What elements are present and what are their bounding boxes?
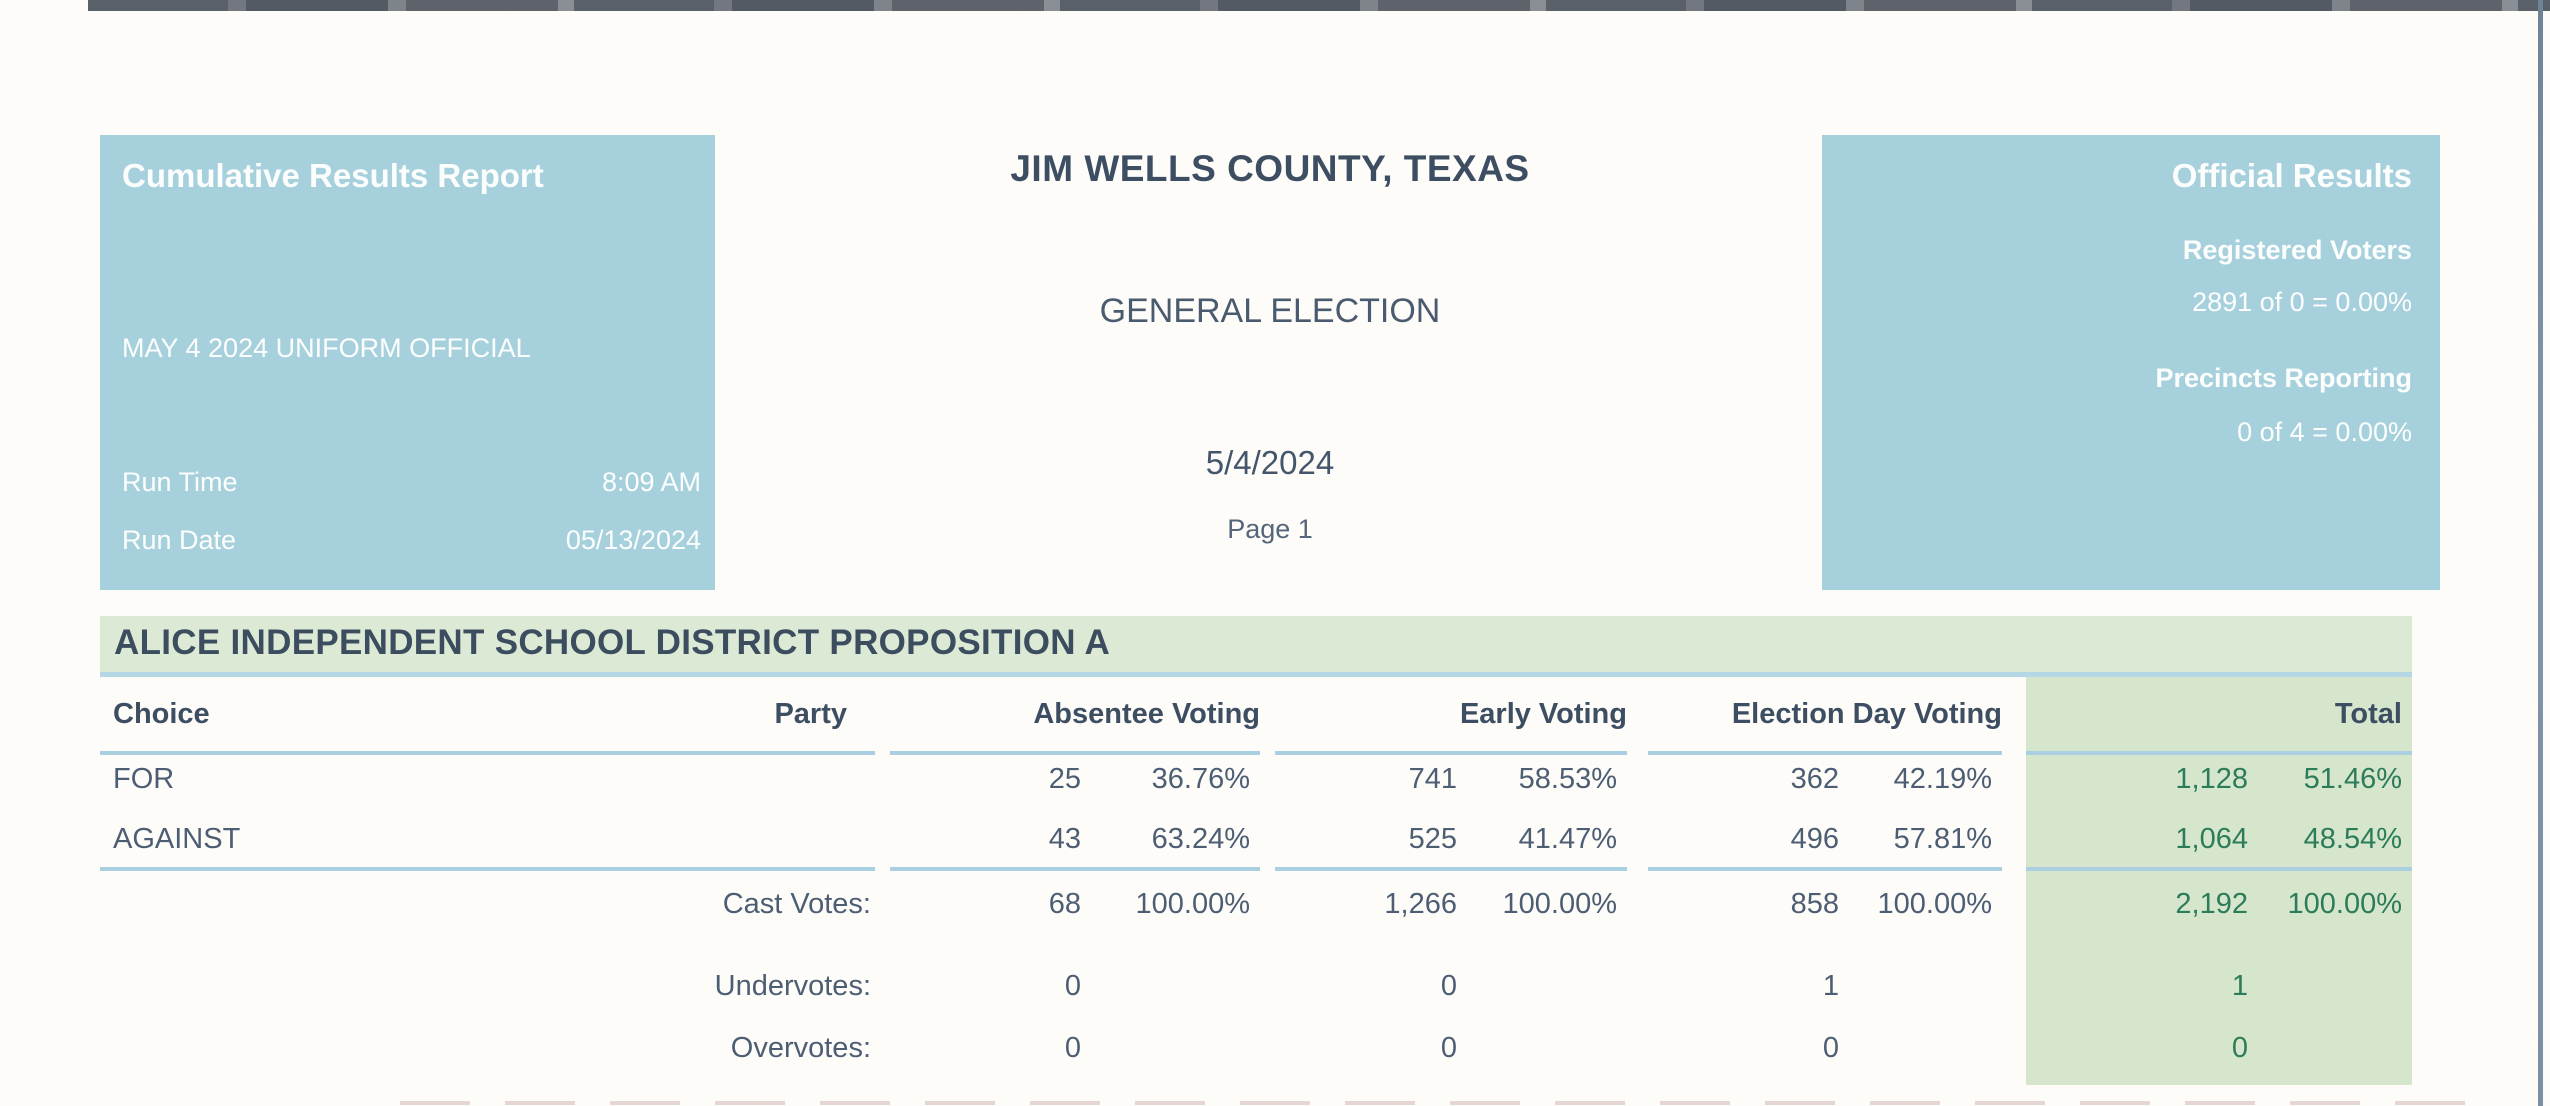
against-absentee-pct: 63.24% (1083, 812, 1260, 871)
table-row-cast-votes: Cast Votes: 68 100.00% 1,266 100.00% 858… (100, 871, 2412, 937)
undervotes-total: 1 (2231, 970, 2248, 1002)
official-results-panel: Official Results Registered Voters 2891 … (1822, 135, 2440, 590)
choice-name: AGAINST (100, 812, 875, 871)
cast-total-votes: 2,192 (2175, 888, 2248, 920)
cast-votes-label: Cast Votes: (722, 888, 871, 920)
scan-artifact-bottom-edge (400, 1101, 2500, 1105)
contest-title-banner: ALICE INDEPENDENT SCHOOL DISTRICT PROPOS… (100, 616, 2412, 677)
header-election-day-voting: Election Day Voting (1648, 677, 2002, 755)
undervotes-absentee: 0 (1064, 970, 1081, 1002)
against-absentee-votes: 43 (890, 812, 1083, 871)
run-time-row: Run Time 8:09 AM (122, 467, 701, 498)
cast-total-pct: 100.00% (2287, 888, 2403, 920)
contest-title: ALICE INDEPENDENT SCHOOL DISTRICT PROPOS… (114, 623, 1111, 662)
overvotes-early: 0 (1440, 1032, 1457, 1064)
for-early-votes: 741 (1408, 763, 1457, 795)
for-absentee-pct: 36.76% (1151, 763, 1250, 795)
cast-absentee-pct: 100.00% (1135, 888, 1251, 920)
against-total-votes: 1,064 (2026, 812, 2250, 871)
undervotes-label: Undervotes: (714, 970, 871, 1002)
table-row-undervotes: Undervotes: 0 0 1 1 (100, 953, 2412, 1019)
header-choice-party: Choice Party (100, 677, 875, 755)
county-title: JIM WELLS COUNTY, TEXAS (1010, 148, 1530, 189)
report-title: Cumulative Results Report (122, 157, 544, 194)
official-results-title: Official Results (2171, 157, 2412, 194)
results-table: Choice Party Absentee Voting Early Votin… (100, 677, 2412, 1081)
cast-election-day-votes: 858 (1790, 888, 1839, 920)
run-time-value: 8:09 AM (601, 467, 701, 497)
cast-early-pct: 100.00% (1502, 888, 1618, 920)
for-election-day-votes: 362 (1790, 763, 1839, 795)
overvotes-label: Overvotes: (730, 1032, 871, 1064)
registered-voters-value: 2891 of 0 = 0.00% (2192, 287, 2412, 317)
page-number: Page 1 (1227, 514, 1313, 544)
run-date-label: Run Date (122, 525, 237, 555)
choice-name: FOR (113, 763, 175, 795)
scan-artifact-top-edge (88, 0, 2550, 11)
precincts-reporting-value: 0 of 4 = 0.00% (2237, 417, 2412, 447)
overvotes-election-day: 0 (1822, 1032, 1839, 1064)
against-election-day-pct: 57.81% (1841, 812, 2002, 871)
precincts-reporting-label: Precincts Reporting (2155, 363, 2412, 393)
against-total-pct: 48.54% (2250, 812, 2412, 871)
against-early-pct: 41.47% (1459, 812, 1627, 871)
table-row-overvotes: Overvotes: 0 0 0 0 (100, 1019, 2412, 1081)
header-party: Party (774, 698, 847, 730)
against-early-votes: 525 (1275, 812, 1459, 871)
overvotes-total: 0 (2231, 1032, 2248, 1064)
against-election-day-votes: 496 (1648, 812, 1841, 871)
election-name: MAY 4 2024 UNIFORM OFFICIAL (122, 333, 531, 363)
undervotes-early: 0 (1440, 970, 1457, 1002)
header-absentee-voting: Absentee Voting (890, 677, 1260, 755)
table-row-for: FOR 25 36.76% 741 58.53% 362 42.19% 1,12… (100, 747, 2412, 812)
table-header-row: Choice Party Absentee Voting Early Votin… (100, 677, 2412, 755)
run-time-label: Run Time (122, 467, 238, 497)
cast-early-votes: 1,266 (1384, 888, 1457, 920)
election-date: 5/4/2024 (1205, 444, 1335, 481)
table-row-against: AGAINST 43 63.24% 525 41.47% 496 57.81% … (100, 812, 2412, 871)
for-early-pct: 58.53% (1518, 763, 1617, 795)
header-early-voting: Early Voting (1275, 677, 1627, 755)
for-election-day-pct: 42.19% (1893, 763, 1992, 795)
header-choice: Choice (113, 698, 210, 730)
for-total-votes: 1,128 (2175, 763, 2248, 795)
cast-election-day-pct: 100.00% (1877, 888, 1993, 920)
cast-absentee-votes: 68 (1048, 888, 1081, 920)
registered-voters-label: Registered Voters (2182, 235, 2412, 265)
scan-artifact-right-edge (2538, 0, 2543, 1106)
undervotes-election-day: 1 (1822, 970, 1839, 1002)
report-info-panel: Cumulative Results Report MAY 4 2024 UNI… (100, 135, 715, 590)
overvotes-absentee: 0 (1064, 1032, 1081, 1064)
total-column-highlight (2026, 677, 2412, 1085)
for-absentee-votes: 25 (1048, 763, 1081, 795)
run-date-row: Run Date 05/13/2024 (122, 525, 701, 556)
run-date-value: 05/13/2024 (565, 525, 701, 555)
for-total-pct: 51.46% (2303, 763, 2402, 795)
header-total: Total (2026, 677, 2412, 755)
election-type: GENERAL ELECTION (1099, 292, 1441, 330)
